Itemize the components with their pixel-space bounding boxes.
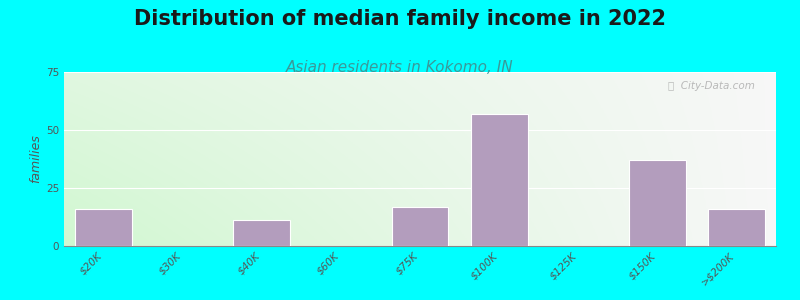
Bar: [391, 207, 449, 246]
Text: Asian residents in Kokomo, IN: Asian residents in Kokomo, IN: [286, 60, 514, 75]
Bar: [470, 114, 527, 246]
Y-axis label: families: families: [29, 135, 42, 183]
Text: Distribution of median family income in 2022: Distribution of median family income in …: [134, 9, 666, 29]
Text: ⓘ  City-Data.com: ⓘ City-Data.com: [668, 81, 754, 91]
Bar: [708, 209, 765, 246]
Bar: [629, 160, 686, 246]
Bar: [75, 209, 132, 246]
Bar: [234, 220, 290, 246]
